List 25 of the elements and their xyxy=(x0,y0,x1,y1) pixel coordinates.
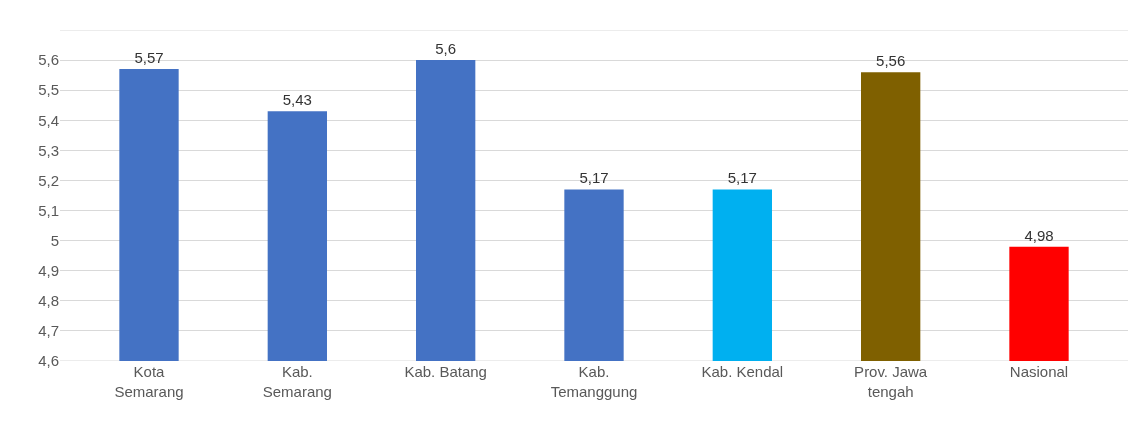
x-tick-label: Kab. Batang xyxy=(404,363,487,380)
y-tick-label: 5,2 xyxy=(38,171,59,189)
data-label: 5,6 xyxy=(435,40,457,58)
y-tick-label: 4,7 xyxy=(38,322,59,340)
y-tick-label: 4,9 xyxy=(38,261,59,279)
x-tick-label: Kab. Semarang xyxy=(262,363,332,400)
y-tick-label: 4,8 xyxy=(38,292,59,310)
data-label: 4,98 xyxy=(1024,226,1054,244)
x-tick-label: Nasional xyxy=(1009,363,1069,380)
data-label: 5,17 xyxy=(727,169,757,187)
data-label: 5,56 xyxy=(876,52,906,70)
y-tick-label: 5,1 xyxy=(38,201,59,219)
data-label: 5,17 xyxy=(579,169,609,187)
y-tick-label: 5,5 xyxy=(38,81,59,99)
data-label: 5,43 xyxy=(282,91,312,109)
x-tick-label: Kota Semarang xyxy=(114,363,184,400)
y-tick-label: 5,3 xyxy=(38,141,59,159)
x-tick-label: Kab. Temanggung xyxy=(550,363,638,400)
y-tick-label: 5,4 xyxy=(38,111,59,129)
x-tick-label: Prov. Jawa tengah xyxy=(854,363,928,400)
y-tick-label: 4,6 xyxy=(38,352,59,370)
y-tick-label: 5,6 xyxy=(38,51,59,69)
data-label: 5,57 xyxy=(134,49,164,67)
x-tick-label: Kab. Kendal xyxy=(701,363,784,380)
y-tick-label: 5 xyxy=(50,231,59,249)
